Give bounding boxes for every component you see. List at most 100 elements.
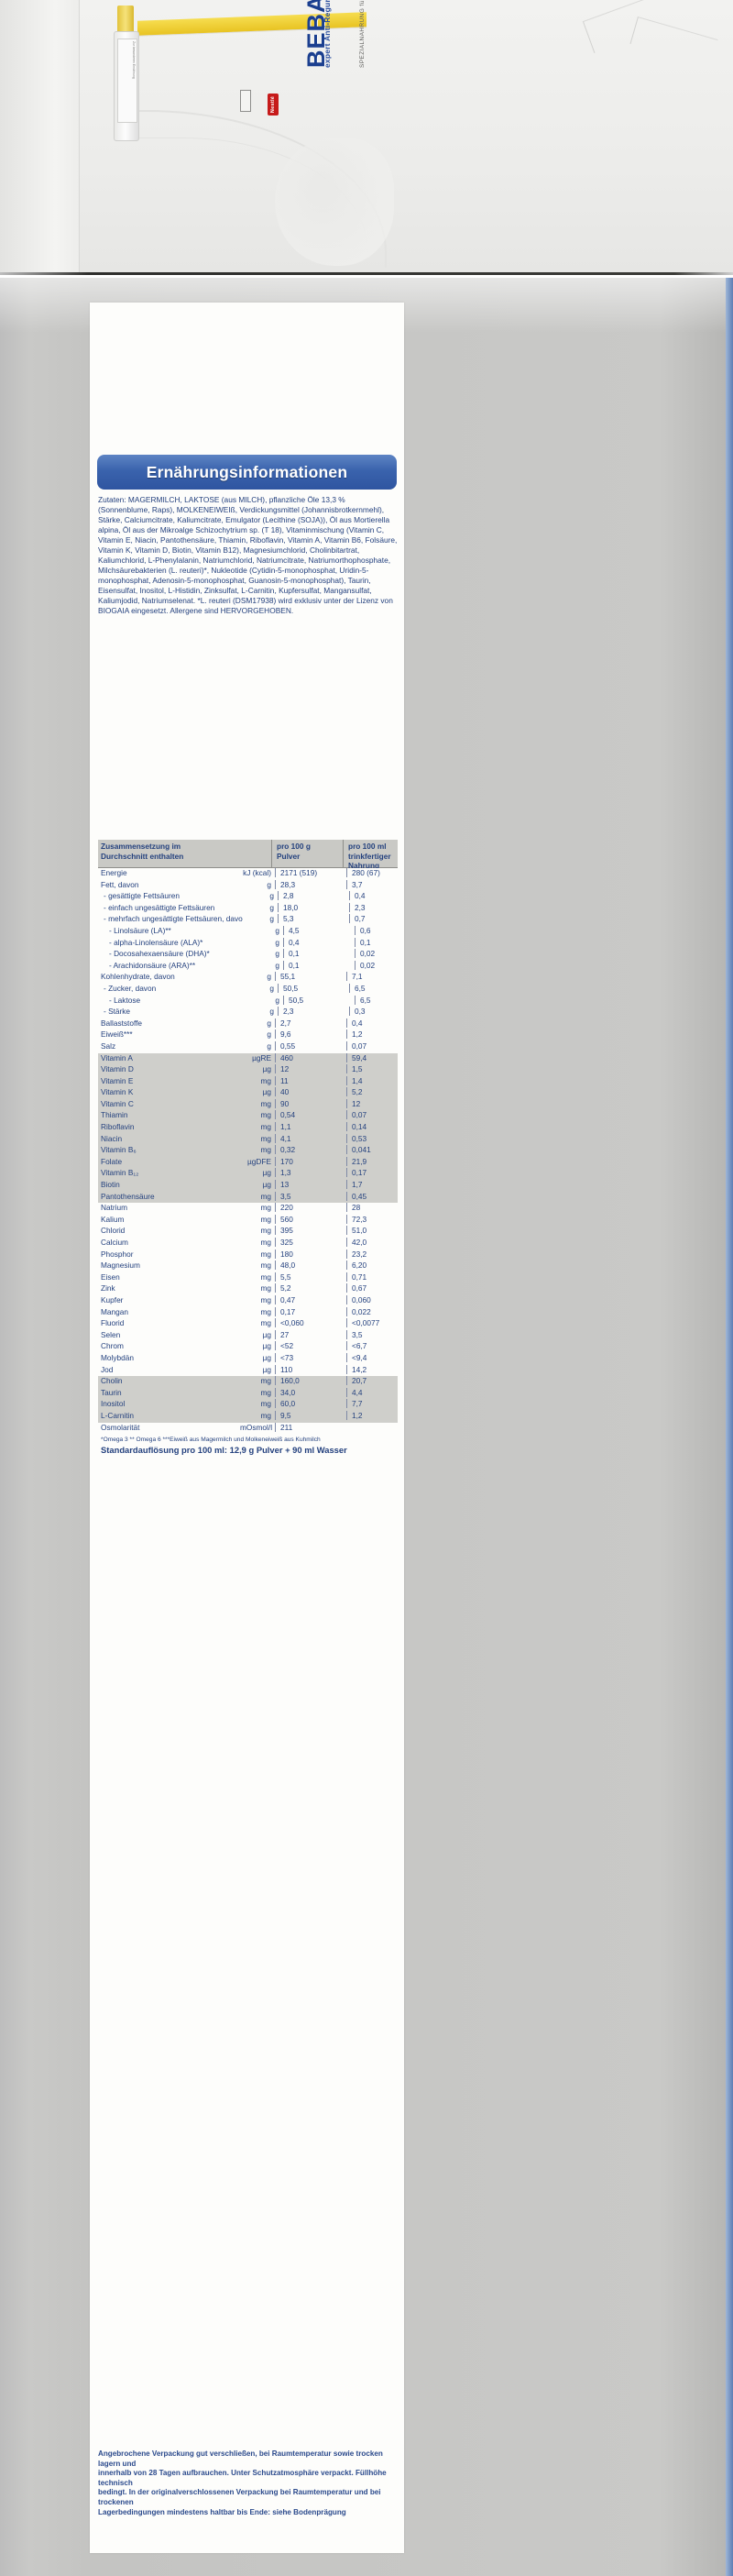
row-value-per-100g: 395	[275, 1226, 346, 1236]
header-col-composition-line2: Durchschnitt enthalten	[101, 851, 184, 861]
table-row: Vitamin B₁₂ µg 1,3 0,17	[98, 1168, 398, 1180]
row-nutrient-name: Phosphor	[101, 1249, 134, 1259]
row-nutrient-name: Chrom	[101, 1341, 124, 1351]
row-unit: g	[267, 1040, 271, 1051]
row-value-per-100ml: 280 (67)	[346, 868, 398, 877]
header-col-per-100g-line2: Pulver	[277, 851, 301, 861]
row-value-per-100g: 0,32	[275, 1145, 346, 1155]
row-nutrient-name: Vitamin A	[101, 1052, 133, 1062]
row-nutrient-name: Zink	[101, 1283, 115, 1294]
row-value-per-100ml: 1,2	[346, 1029, 398, 1040]
row-nutrient-name: - Laktose	[109, 995, 141, 1005]
baby-illustration	[275, 138, 394, 266]
row-nutrient-name: - mehrfach ungesättigte Fettsäuren, davo…	[104, 914, 243, 924]
row-value-per-100g: 28,3	[275, 879, 346, 889]
row-unit: mg	[260, 1145, 271, 1155]
table-row: Folate µgDFE 170 21,9	[98, 1156, 398, 1169]
row-value-per-100g: 9,6	[275, 1029, 346, 1040]
table-row: Riboflavin mg 1,1 0,14	[98, 1122, 398, 1134]
row-unit: mg	[260, 1283, 271, 1294]
nutrition-group: Natrium mg 220 28 Kalium mg 560 72,3 Chlorid mg 39…	[98, 1203, 398, 1377]
row-value-per-100g: 1,1	[275, 1122, 346, 1132]
row-unit: mg	[260, 1306, 271, 1316]
row-unit: mg	[260, 1110, 271, 1120]
row-nutrient-name: Kalium	[101, 1214, 125, 1224]
row-value-per-100ml: 2,3	[349, 902, 398, 912]
brand-subtitle: expert Anti-Regurgitation	[323, 0, 332, 68]
row-value-per-100g: 18,0	[278, 902, 349, 912]
row-nutrient-name: Folate	[101, 1156, 123, 1166]
row-unit: mg	[260, 1318, 271, 1328]
row-nutrient-name: Fluorid	[101, 1318, 125, 1328]
row-unit: mg	[260, 1387, 271, 1397]
row-value-per-100g: 460	[275, 1052, 346, 1062]
row-nutrient-name: Pantothensäure	[101, 1191, 155, 1201]
nutrition-group: Osmolarität mOsmol/l 211	[98, 1422, 398, 1435]
row-value-per-100ml: 7,1	[346, 972, 398, 982]
row-value-per-100ml: 5,2	[346, 1087, 398, 1097]
carton-left-edge	[0, 0, 80, 275]
row-value-per-100ml: 0,022	[346, 1306, 398, 1316]
nutrition-label-panel: Ernährungsinformationen Zutaten: MAGERMI…	[90, 303, 404, 2553]
table-row: Taurin mg 34,0 4,4	[98, 1387, 398, 1400]
row-unit: µg	[262, 1352, 271, 1362]
row-value-per-100ml: 0,17	[346, 1168, 398, 1178]
row-value-per-100g: 5,2	[275, 1283, 346, 1294]
table-row: Jod µg 110 14,2	[98, 1364, 398, 1377]
row-nutrient-name: - Zucker, davon	[104, 983, 157, 993]
row-value-per-100ml: 0,67	[346, 1283, 398, 1294]
row-value-per-100g: 2,3	[278, 1007, 349, 1017]
row-value-per-100g: <73	[275, 1352, 346, 1362]
row-value-per-100ml: 21,9	[346, 1156, 398, 1166]
table-row: Ballaststoffe g 2,7 0,4	[98, 1018, 398, 1030]
row-value-per-100g: 325	[275, 1238, 346, 1247]
row-nutrient-name: - Docosahexaensäure (DHA)*	[109, 949, 210, 959]
row-nutrient-name: Jod	[101, 1364, 114, 1374]
table-row: Zink mg 5,2 0,67	[98, 1283, 398, 1295]
table-row: Salz g 0,55 0,07	[98, 1040, 398, 1053]
row-unit: mg	[260, 1376, 271, 1386]
row-nutrient-name: Cholin	[101, 1376, 123, 1386]
row-value-per-100g: 40	[275, 1087, 346, 1097]
row-unit: g	[267, 1018, 271, 1028]
bottle-cap	[117, 6, 134, 33]
row-nutrient-name: Niacin	[101, 1133, 123, 1143]
row-nutrient-name: Biotin	[101, 1180, 120, 1190]
header-col-composition: Zusammensetzung im Durchschnitt enthalte…	[98, 840, 271, 867]
row-value-per-100ml: 23,2	[346, 1249, 398, 1259]
row-value-per-100g: 50,5	[283, 995, 355, 1005]
storage-instructions: Angebrochene Verpackung gut verschließen…	[98, 2449, 400, 2517]
row-value-per-100ml: 3,7	[346, 879, 398, 889]
table-row: Osmolarität mOsmol/l 211	[98, 1422, 398, 1435]
table-row: Niacin mg 4,1 0,53	[98, 1133, 398, 1146]
table-footnote: *Omega 3 ** Omega 6 ***Eiweiß aus Magerm…	[98, 1434, 398, 1445]
table-row: Vitamin D µg 12 1,5	[98, 1064, 398, 1076]
row-nutrient-name: Vitamin B₆	[101, 1145, 137, 1155]
row-value-per-100g: 560	[275, 1214, 346, 1224]
row-value-per-100ml: 0,060	[346, 1294, 398, 1305]
row-nutrient-name: Eiweiß***	[101, 1029, 133, 1040]
nutrition-group: Energie kJ (kcal) 2171 (519) 280 (67) Fett, …	[98, 868, 398, 1053]
table-row: Selen µg 27 3,5	[98, 1329, 398, 1342]
row-value-per-100g: 13	[275, 1180, 346, 1190]
table-row: Molybdän µg <73 <9,4	[98, 1352, 398, 1365]
table-row: - Arachidonsäure (ARA)** g 0,1 0,02	[98, 960, 398, 973]
row-unit: mg	[260, 1294, 271, 1305]
row-value-per-100g: 170	[275, 1156, 346, 1166]
row-unit: mg	[260, 1410, 271, 1420]
row-unit: mg	[260, 1238, 271, 1247]
row-nutrient-name: Vitamin K	[101, 1087, 134, 1097]
row-value-per-100ml: 1,5	[346, 1064, 398, 1074]
row-nutrient-name: Ballaststoffe	[101, 1018, 143, 1028]
row-nutrient-name: Thiamin	[101, 1110, 128, 1120]
table-row: Eisen mg 5,5 0,71	[98, 1271, 398, 1284]
table-row: Chrom µg <52 <6,7	[98, 1341, 398, 1353]
row-value-per-100g: 0,54	[275, 1110, 346, 1120]
row-value-per-100g: 4,1	[275, 1133, 346, 1143]
table-row: Natrium mg 220 28	[98, 1203, 398, 1215]
row-value-per-100g: 0,17	[275, 1306, 346, 1316]
nutrition-group: Cholin mg 160,0 20,7 Taurin mg 34,0 4,4 Inositol…	[98, 1376, 398, 1423]
row-unit: g	[269, 891, 274, 901]
